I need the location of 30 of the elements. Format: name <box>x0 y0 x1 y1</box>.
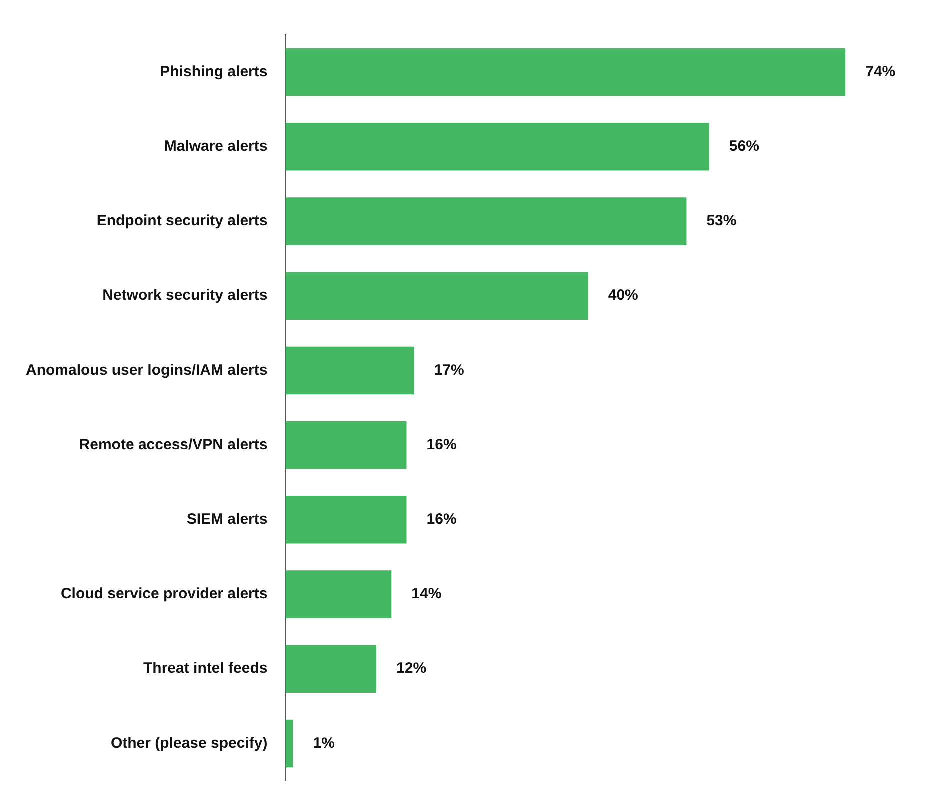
bar <box>286 346 414 395</box>
data-label: 16% <box>426 511 457 528</box>
data-label: 17% <box>434 362 464 379</box>
y-tick-label: Anomalous user logins/IAM alerts <box>26 362 268 379</box>
bar <box>286 645 377 693</box>
data-label: 74% <box>866 63 896 80</box>
data-label: 12% <box>396 660 427 678</box>
y-tick-label: Endpoint security alerts <box>96 212 268 230</box>
bar <box>286 123 710 171</box>
y-tick-label: Phishing alerts <box>160 63 268 80</box>
y-tick-label: Malware alerts <box>164 138 268 156</box>
data-label: 1% <box>313 734 335 752</box>
data-label: 40% <box>608 287 638 304</box>
data-label: 56% <box>729 138 760 156</box>
bar <box>286 496 407 544</box>
bar <box>286 198 687 246</box>
y-tick-label: SIEM alerts <box>186 511 268 528</box>
bar <box>286 421 407 470</box>
y-tick-label: Remote access/VPN alerts <box>79 436 268 454</box>
y-tick-label: Other (please specify) <box>110 734 268 752</box>
data-label: 16% <box>426 436 457 454</box>
data-label: 53% <box>706 212 737 230</box>
bar <box>286 720 294 768</box>
bar <box>286 272 588 320</box>
y-tick-label: Cloud service provider alerts <box>60 586 268 603</box>
bar <box>286 48 846 96</box>
y-tick-label: Threat intel feeds <box>144 660 268 678</box>
bar <box>286 570 392 618</box>
y-tick-label: Network security alerts <box>102 287 268 304</box>
data-label: 14% <box>412 586 442 603</box>
